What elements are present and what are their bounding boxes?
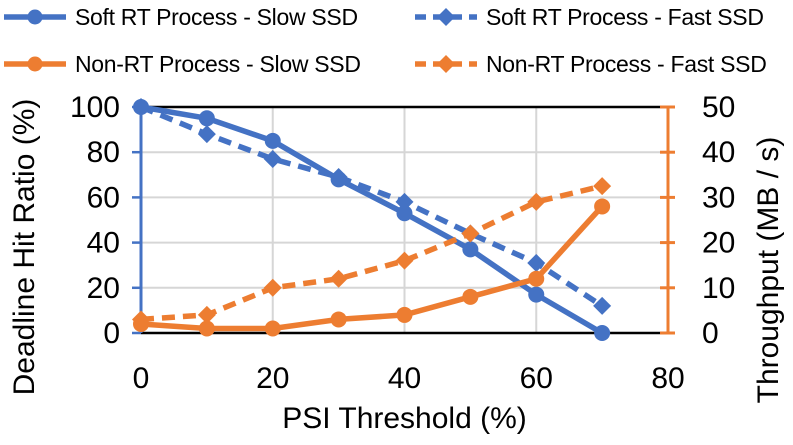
marker-soft-rt-slow-ssd-x50 [462,241,479,258]
marker-soft-rt-slow-ssd-x70 [594,325,611,341]
marker-soft-rt-fast-ssd-x40 [395,192,414,211]
marker-non-rt-fast-ssd-x40 [395,251,414,270]
tick-label-y-right-30: 30 [702,181,735,214]
marker-non-rt-fast-ssd-x30 [329,269,348,288]
marker-soft-rt-fast-ssd-x0 [132,98,150,116]
marker-non-rt-slow-ssd-x20 [264,320,281,337]
tick-label-y-right-0: 0 [702,317,719,350]
tick-label-y-right-10: 10 [702,272,735,305]
tick-label-x-60: 60 [520,362,553,395]
tick-label-y-left-20: 20 [87,272,120,305]
marker-non-rt-fast-ssd-x20 [263,278,282,297]
legend-marker-soft-rt-slow-ssd [4,9,66,25]
tick-label-x-20: 20 [256,362,289,395]
marker-non-rt-fast-ssd-x50 [461,224,480,243]
tick-label-y-right-50: 50 [702,91,735,124]
legend-label-soft-rt-slow-ssd: Soft RT Process - Slow SSD [75,3,358,30]
marker-soft-rt-slow-ssd-x40 [396,205,413,222]
marker-soft-rt-fast-ssd-x30 [329,168,348,187]
tick-label-y-left-0: 0 [103,317,120,350]
tick-label-x-0: 0 [133,362,150,395]
marker-soft-rt-fast-ssd-x20 [263,149,282,168]
legend-item-soft-rt-slow-ssd: Soft RT Process - Slow SSD [2,2,358,32]
y-axis-left-title: Deadline Hit Ratio (%) [8,99,41,396]
marker-non-rt-fast-ssd-x10 [197,305,216,324]
marker-non-rt-fast-ssd-x70 [593,177,612,196]
legend-shape-soft-rt-slow-ssd [27,9,43,25]
marker-non-rt-slow-ssd-x40 [396,306,413,323]
marker-soft-rt-fast-ssd-x10 [197,125,216,144]
legend-shape-non-rt-fast-ssd [437,55,455,73]
legend-label-soft-rt-fast-ssd: Soft RT Process - Fast SSD [486,3,764,30]
series-line-non-rt-slow-ssd [140,204,605,332]
legend-item-non-rt-fast-ssd: Non-RT Process - Fast SSD [413,49,767,79]
legend-shape-non-rt-slow-ssd [27,56,43,72]
legend-marker-non-rt-slow-ssd [4,56,66,72]
series-line-non-rt-fast-ssd [140,183,603,323]
legend-label-non-rt-fast-ssd: Non-RT Process - Fast SSD [486,50,767,77]
marker-non-rt-slow-ssd-x50 [462,288,479,305]
legend-item-soft-rt-fast-ssd: Soft RT Process - Fast SSD [413,2,764,32]
tick-label-y-right-40: 40 [702,136,735,169]
tick-label-x-40: 40 [388,362,421,395]
marker-non-rt-slow-ssd-x70 [594,198,611,215]
legend-label-non-rt-slow-ssd: Non-RT Process - Slow SSD [75,50,361,77]
series-line-soft-rt-slow-ssd [140,104,604,336]
legend-marker-non-rt-fast-ssd [415,55,477,73]
marker-soft-rt-slow-ssd-x60 [528,286,545,303]
legend-item-non-rt-slow-ssd: Non-RT Process - Slow SSD [2,49,361,79]
legend-shape-soft-rt-fast-ssd [437,8,455,26]
marker-soft-rt-fast-ssd-x60 [527,253,546,272]
tick-label-y-left-80: 80 [87,136,120,169]
tick-label-y-left-60: 60 [87,181,120,214]
y-axis-right-title: Throughput (MB / s) [752,137,785,404]
legend-marker-soft-rt-fast-ssd [415,8,477,26]
marker-non-rt-slow-ssd-x10 [198,320,215,337]
marker-soft-rt-slow-ssd-x20 [264,132,281,149]
tick-label-y-right-20: 20 [702,227,735,260]
x-axis-title: PSI Threshold (%) [282,402,527,435]
marker-soft-rt-fast-ssd-x70 [593,296,612,315]
marker-non-rt-slow-ssd-x60 [528,270,545,287]
marker-non-rt-slow-ssd-x30 [330,311,347,328]
tick-label-x-80: 80 [651,362,684,395]
marker-soft-rt-slow-ssd-x10 [198,110,215,127]
marker-non-rt-fast-ssd-x0 [132,310,150,329]
tick-label-y-left-100: 100 [70,91,120,124]
tick-label-y-left-40: 40 [87,227,120,260]
marker-non-rt-fast-ssd-x60 [527,192,546,211]
